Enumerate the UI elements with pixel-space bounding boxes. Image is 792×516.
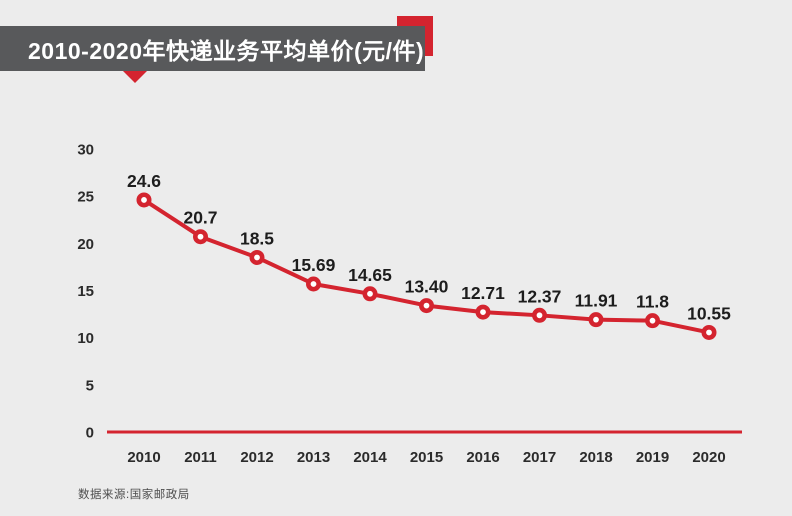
data-point-marker [531, 307, 547, 323]
x-axis-tick-label: 2011 [184, 449, 217, 466]
data-point-label: 12.37 [518, 286, 562, 306]
data-point-label: 24.6 [127, 171, 161, 191]
x-axis-tick-label: 2018 [579, 449, 612, 466]
data-point-label: 13.40 [405, 277, 449, 297]
x-axis-tick-label: 2017 [523, 449, 556, 466]
data-point-marker [136, 192, 152, 208]
y-axis-tick-label: 25 [77, 189, 94, 206]
data-point-marker [701, 324, 717, 340]
y-axis-tick-label: 15 [77, 283, 94, 300]
title-banner: 2010-2020年快递业务平均单价(元/件) [0, 26, 425, 71]
page-title: 2010-2020年快递业务平均单价(元/件) [28, 37, 425, 64]
data-point-label: 14.65 [348, 265, 392, 285]
x-axis-tick-label: 2012 [240, 449, 273, 466]
data-point-label: 11.8 [636, 292, 669, 312]
data-source-note: 数据来源:国家邮政局 [78, 489, 190, 501]
x-axis-tick-label: 2019 [636, 449, 669, 466]
data-point-label: 20.7 [183, 208, 217, 228]
x-axis-tick-label: 2016 [466, 449, 499, 466]
x-axis-tick-label: 2020 [692, 449, 725, 466]
y-axis-tick-label: 30 [77, 142, 94, 159]
red-triangle-pointer-icon [123, 71, 147, 83]
y-axis-tick-label: 5 [86, 377, 94, 394]
data-point-marker [193, 229, 209, 245]
data-point-label: 18.5 [240, 228, 274, 248]
x-axis-tick-label: 2013 [297, 449, 330, 466]
data-point-marker [418, 298, 434, 314]
data-point-label: 11.91 [575, 291, 618, 311]
data-point-label: 15.69 [292, 255, 336, 275]
y-axis-tick-label: 0 [86, 425, 94, 442]
data-point-marker [249, 249, 265, 265]
y-axis-tick-label: 10 [77, 330, 94, 347]
data-point-marker [475, 304, 491, 320]
data-point-marker [305, 276, 321, 292]
data-point-marker [362, 286, 378, 302]
x-axis-tick-label: 2015 [410, 449, 443, 466]
x-axis-tick-label: 2010 [127, 449, 160, 466]
data-point-marker [644, 313, 660, 329]
y-axis-tick-label: 20 [77, 236, 94, 253]
x-axis-tick-label: 2014 [353, 449, 387, 466]
data-point-label: 12.71 [461, 283, 505, 303]
data-point-label: 10.55 [687, 303, 731, 323]
data-point-marker [588, 312, 604, 328]
